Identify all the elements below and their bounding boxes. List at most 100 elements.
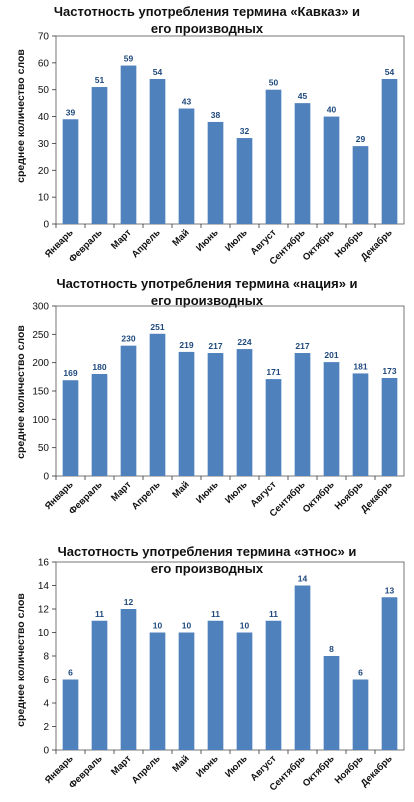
natsiya-ytick-label: 300 xyxy=(32,302,49,313)
etnos-bar xyxy=(381,597,398,750)
natsiya-data-label: 201 xyxy=(324,350,338,360)
kavkaz-bar xyxy=(149,78,166,224)
natsiya-bar xyxy=(207,353,224,476)
natsiya-plot-border xyxy=(55,305,405,477)
kavkaz-data-label: 51 xyxy=(95,75,105,85)
etnos-data-label: 11 xyxy=(211,609,220,619)
kavkaz-category-label: Июнь xyxy=(194,227,221,254)
kavkaz-data-label: 32 xyxy=(240,126,250,136)
natsiya-title-line-2: его производных xyxy=(151,293,264,308)
kavkaz-ytick-label: 30 xyxy=(38,139,50,150)
natsiya-data-label: 181 xyxy=(353,361,367,371)
natsiya-ytick-label: 200 xyxy=(32,358,49,369)
natsiya-category-label: Март xyxy=(109,479,134,504)
natsiya-data-label: 224 xyxy=(237,337,251,347)
chart-natsiya: Частотность употребления термина «нация»… xyxy=(0,272,414,538)
natsiya-title-line-1: Частотность употребления термина «нация»… xyxy=(56,276,357,291)
natsiya-category-label: Декабрь xyxy=(359,479,395,515)
etnos-ytick-label: 14 xyxy=(38,581,50,592)
etnos-title-line-2: его производных xyxy=(151,561,264,576)
etnos-ytick-label: 6 xyxy=(43,675,49,686)
kavkaz-ytick-label: 20 xyxy=(38,166,50,177)
kavkaz-title-line-2: его производных xyxy=(151,21,264,36)
kavkaz-data-label: 54 xyxy=(153,67,163,77)
kavkaz-bar xyxy=(352,146,369,224)
etnos-data-label: 6 xyxy=(68,668,73,678)
natsiya-bar xyxy=(149,333,166,476)
kavkaz-bar xyxy=(120,65,137,225)
etnos-bar xyxy=(178,632,195,750)
kavkaz-bar xyxy=(265,89,282,224)
natsiya-ytick-label: 250 xyxy=(32,330,49,341)
etnos-bar xyxy=(207,620,224,750)
etnos-ytick-label: 2 xyxy=(43,722,49,733)
natsiya-y-axis-label: среднее количество слов xyxy=(15,325,27,459)
etnos-data-label: 11 xyxy=(95,609,104,619)
natsiya-data-label: 217 xyxy=(208,341,222,351)
natsiya-data-label: 217 xyxy=(295,341,309,351)
kavkaz-data-label: 54 xyxy=(385,67,395,77)
kavkaz-y-axis-label: среднее количество слов xyxy=(15,49,27,183)
kavkaz-bar xyxy=(91,87,108,225)
etnos-category-label: Апрель xyxy=(130,753,163,786)
natsiya-bar xyxy=(323,362,340,476)
etnos-category-label: Май xyxy=(170,753,191,774)
natsiya-ytick-label: 50 xyxy=(38,443,50,454)
kavkaz-ytick-label: 10 xyxy=(38,193,50,204)
chart-etnos-svg: Частотность употребления термина «этнос»… xyxy=(15,544,405,793)
etnos-data-label: 11 xyxy=(269,609,278,619)
chart-kavkaz: Частотность употребления термина «Кавказ… xyxy=(0,0,414,272)
natsiya-data-label: 180 xyxy=(92,362,106,372)
etnos-category-label: Июль xyxy=(223,753,250,780)
etnos-category-label: Декабрь xyxy=(359,753,395,789)
etnos-plot-border xyxy=(55,561,405,751)
kavkaz-data-label: 50 xyxy=(269,78,279,88)
natsiya-bar xyxy=(91,374,108,476)
etnos-data-label: 10 xyxy=(182,621,192,631)
chart-kavkaz-svg: Частотность употребления термина «Кавказ… xyxy=(15,4,405,267)
kavkaz-ytick-label: 0 xyxy=(43,220,49,231)
etnos-ytick-label: 8 xyxy=(43,652,49,663)
natsiya-category-label: Июль xyxy=(223,479,250,506)
etnos-y-axis-label: среднее количество слов xyxy=(15,593,27,727)
etnos-data-label: 10 xyxy=(153,621,163,631)
kavkaz-data-label: 38 xyxy=(211,110,221,120)
etnos-bar xyxy=(265,620,282,750)
natsiya-bar xyxy=(294,353,311,476)
natsiya-category-label: Апрель xyxy=(130,479,163,512)
kavkaz-title-line-1: Частотность употребления термина «Кавказ… xyxy=(54,4,360,19)
kavkaz-data-label: 40 xyxy=(327,105,337,115)
etnos-data-label: 8 xyxy=(329,644,334,654)
chart-natsiya-svg: Частотность употребления термина «нация»… xyxy=(15,276,405,519)
kavkaz-bar xyxy=(323,116,340,224)
kavkaz-bar xyxy=(236,138,253,224)
etnos-bar xyxy=(149,632,166,750)
etnos-bar xyxy=(120,609,137,750)
kavkaz-data-label: 39 xyxy=(66,107,76,117)
natsiya-category-label: Октябрь xyxy=(301,479,337,515)
natsiya-ytick-label: 150 xyxy=(32,387,49,398)
kavkaz-bar xyxy=(207,121,224,224)
etnos-title-line-1: Частотность употребления термина «этнос»… xyxy=(58,544,357,559)
kavkaz-bar xyxy=(381,78,398,224)
etnos-ytick-label: 0 xyxy=(43,746,49,757)
kavkaz-bar xyxy=(178,108,195,224)
natsiya-data-label: 171 xyxy=(266,367,280,377)
natsiya-category-label: Май xyxy=(170,479,191,500)
etnos-bar xyxy=(91,620,108,750)
natsiya-bar xyxy=(265,379,282,476)
etnos-data-label: 6 xyxy=(358,668,363,678)
natsiya-data-label: 169 xyxy=(63,368,77,378)
etnos-ytick-label: 10 xyxy=(38,628,50,639)
kavkaz-data-label: 43 xyxy=(182,97,192,107)
natsiya-bar xyxy=(381,377,398,476)
kavkaz-data-label: 45 xyxy=(298,91,308,101)
kavkaz-ytick-label: 50 xyxy=(38,85,50,96)
etnos-ytick-label: 16 xyxy=(38,558,50,569)
etnos-data-label: 13 xyxy=(385,585,395,595)
etnos-bar xyxy=(62,679,79,750)
etnos-category-label: Март xyxy=(109,753,134,778)
kavkaz-category-label: Декабрь xyxy=(359,227,395,263)
kavkaz-category-label: Октябрь xyxy=(301,227,337,263)
etnos-ytick-label: 4 xyxy=(43,699,49,710)
